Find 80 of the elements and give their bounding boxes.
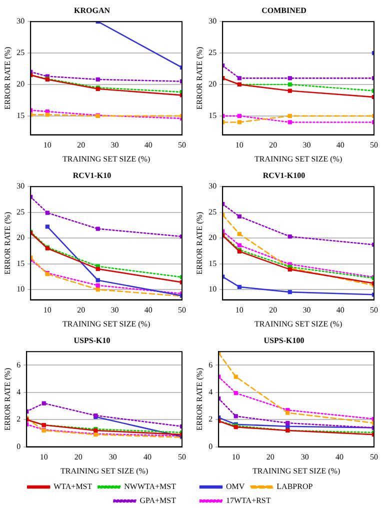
x-tick-label: 10 [235,140,244,150]
x-axis-title: TRAINING SET SIZE (%) [62,154,150,164]
x-tick-label: 10 [235,306,244,315]
x-tick-label: 30 [110,140,119,150]
legend-label: LABPROP [276,482,314,492]
x-tick-label: 40 [144,140,152,150]
chart-title: KROGAN [74,6,110,15]
y-axis-title: ERROR RATE (%) [194,368,204,431]
y-tick-label: 25 [208,207,217,216]
y-tick-label: 15 [208,258,217,268]
x-tick-label: 20 [269,140,278,150]
x-tick-label: 50 [370,306,378,315]
y-tick-label: 30 [16,182,25,191]
x-tick-label: 20 [266,452,274,462]
x-tick-label: 40 [336,140,344,150]
x-tick-label: 20 [77,306,86,315]
y-tick-label: 30 [16,16,25,26]
y-tick-label: 30 [208,182,217,191]
y-tick-label: 4 [208,387,213,396]
y-tick-label: 4 [16,387,21,396]
y-tick-label: 6 [208,360,213,370]
chart-title: USPS-K10 [74,336,110,345]
chart-title: COMBINED [262,6,307,15]
y-tick-label: 15 [16,258,25,268]
y-tick-label: 20 [16,233,25,242]
y-tick-label: 0 [16,442,21,451]
x-axis-title: TRAINING SET SIZE (%) [254,319,342,328]
y-tick-label: 20 [16,80,25,89]
x-tick-label: 10 [40,452,48,462]
x-axis-title: TRAINING SET SIZE (%) [252,466,340,476]
y-tick-label: 25 [16,48,25,58]
y-tick-label: 6 [16,360,21,370]
legend-label: OMV [226,482,245,492]
x-tick-label: 50 [178,452,186,462]
x-tick-label: 30 [300,452,309,462]
x-tick-label: 50 [178,306,186,315]
y-tick-label: 2 [16,414,21,424]
y-tick-label: 0 [208,442,213,451]
y-tick-label: 25 [208,48,217,58]
x-tick-label: 50 [370,140,378,150]
x-tick-label: 10 [43,306,52,315]
x-tick-label: 30 [110,306,119,315]
x-tick-label: 30 [302,306,311,315]
legend-label: 17WTA+RST [226,496,271,506]
y-axis-title: ERROR RATE (%) [2,212,12,275]
chart-title: USPS-K100 [264,336,304,345]
y-tick-label: 10 [16,284,25,294]
y-axis-title: ERROR RATE (%) [2,46,12,110]
x-tick-label: 40 [336,306,344,315]
x-tick-label: 50 [370,452,378,462]
y-tick-label: 15 [16,111,25,120]
y-axis-title: ERROR RATE (%) [194,46,204,110]
x-tick-label: 10 [43,140,52,150]
y-tick-label: 25 [16,207,25,216]
y-axis-title: ERROR RATE (%) [2,368,12,431]
y-axis-title: ERROR RATE (%) [194,212,204,275]
legend-label: WTA+MST [54,482,92,492]
x-tick-label: 30 [108,452,117,462]
x-tick-label: 20 [74,452,82,462]
legend-label: GPA+MST [140,496,176,506]
y-tick-label: 30 [208,16,217,26]
x-tick-label: 40 [144,306,152,315]
x-axis-title: TRAINING SET SIZE (%) [254,154,342,164]
x-tick-label: 30 [302,140,311,150]
x-axis-title: TRAINING SET SIZE (%) [62,319,150,328]
legend-label: NWWTA+MST [124,482,176,492]
chart-title: RCV1-K100 [262,170,306,180]
y-tick-label: 20 [208,233,217,242]
y-tick-label: 2 [208,414,213,424]
x-tick-label: 50 [178,140,186,150]
x-tick-label: 10 [232,452,240,462]
x-tick-label: 40 [335,452,344,462]
x-tick-label: 40 [143,452,152,462]
chart-title: RCV1-K10 [72,170,112,180]
x-tick-label: 20 [77,140,86,150]
x-axis-title: TRAINING SET SIZE (%) [60,466,148,476]
x-tick-label: 20 [269,306,278,315]
y-tick-label: 15 [208,111,217,120]
y-tick-label: 10 [208,284,217,294]
y-tick-label: 20 [208,80,217,89]
